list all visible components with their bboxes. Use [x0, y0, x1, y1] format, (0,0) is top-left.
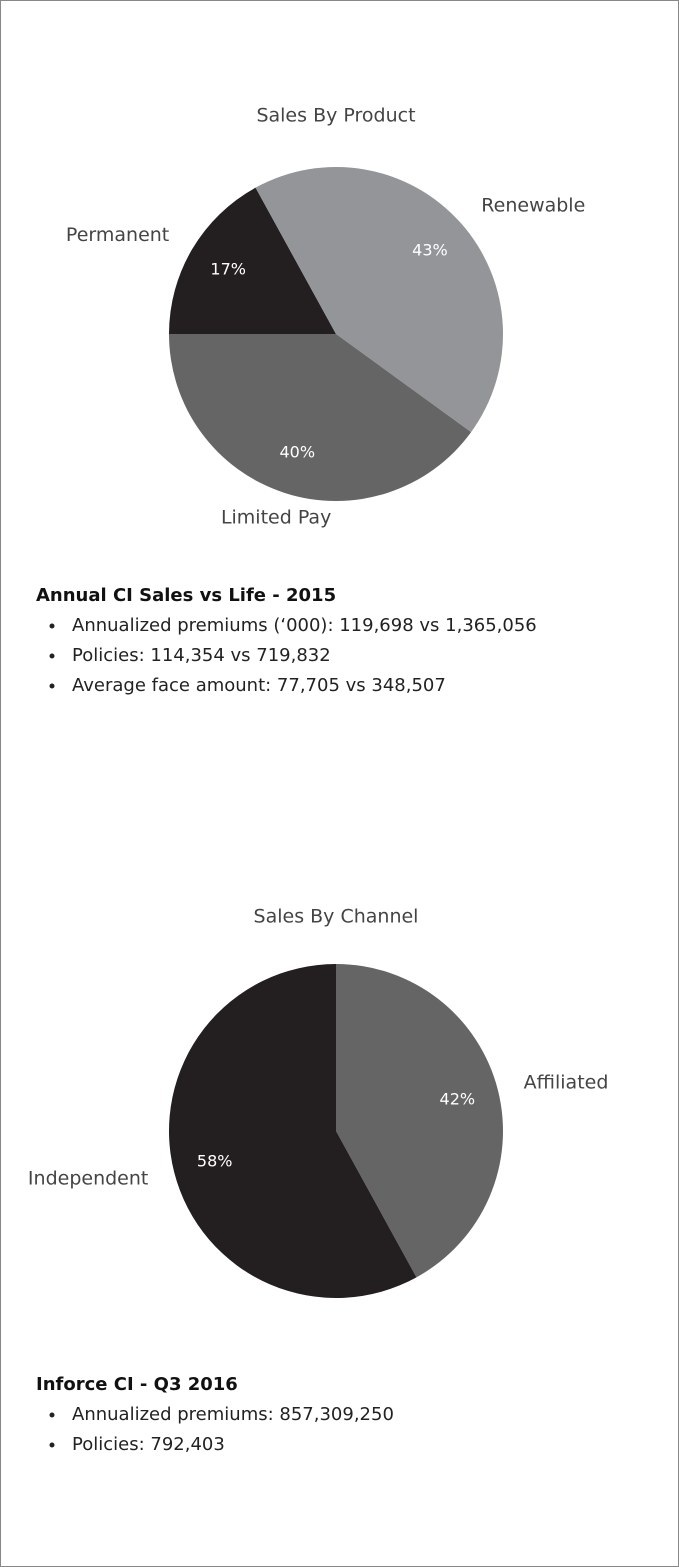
chart-title: Sales By Channel — [254, 906, 419, 928]
category-label: Affiliated — [524, 1071, 609, 1093]
value-label: 17% — [210, 260, 246, 279]
bullet-text: Average face amount: 77,705 vs 348,507 — [72, 675, 446, 696]
pie-slice — [169, 187, 336, 334]
pie-slice — [336, 964, 504, 1278]
pie-slice — [169, 964, 417, 1298]
category-label: Independent — [28, 1168, 148, 1190]
value-label: 40% — [280, 443, 316, 462]
pie-slice — [255, 167, 503, 433]
bullet-dot — [49, 1412, 55, 1418]
bullet-text: Policies: 114,354 vs 719,832 — [72, 645, 331, 666]
value-label: 58% — [197, 1152, 233, 1171]
bullet-text: Annualized premiums (‘000): 119,698 vs 1… — [72, 615, 537, 636]
pie-slice — [169, 334, 472, 501]
bullet-text: Policies: 792,403 — [72, 1434, 225, 1455]
bullet-text: Annualized premiums: 857,309,250 — [72, 1404, 394, 1425]
chart-title: Sales By Product — [256, 105, 415, 127]
bullet-dot — [49, 653, 55, 659]
value-label: 43% — [412, 241, 448, 260]
section-heading: Inforce CI - Q3 2016 — [36, 1374, 238, 1395]
bullet-dot — [49, 683, 55, 689]
bullet-dot — [49, 1442, 55, 1448]
value-label: 42% — [440, 1089, 476, 1108]
category-label: Limited Pay — [221, 507, 331, 529]
category-label: Renewable — [481, 194, 585, 216]
section-heading: Annual CI Sales vs Life - 2015 — [36, 585, 336, 606]
bullet-dot — [49, 623, 55, 629]
category-label: Permanent — [66, 224, 169, 246]
